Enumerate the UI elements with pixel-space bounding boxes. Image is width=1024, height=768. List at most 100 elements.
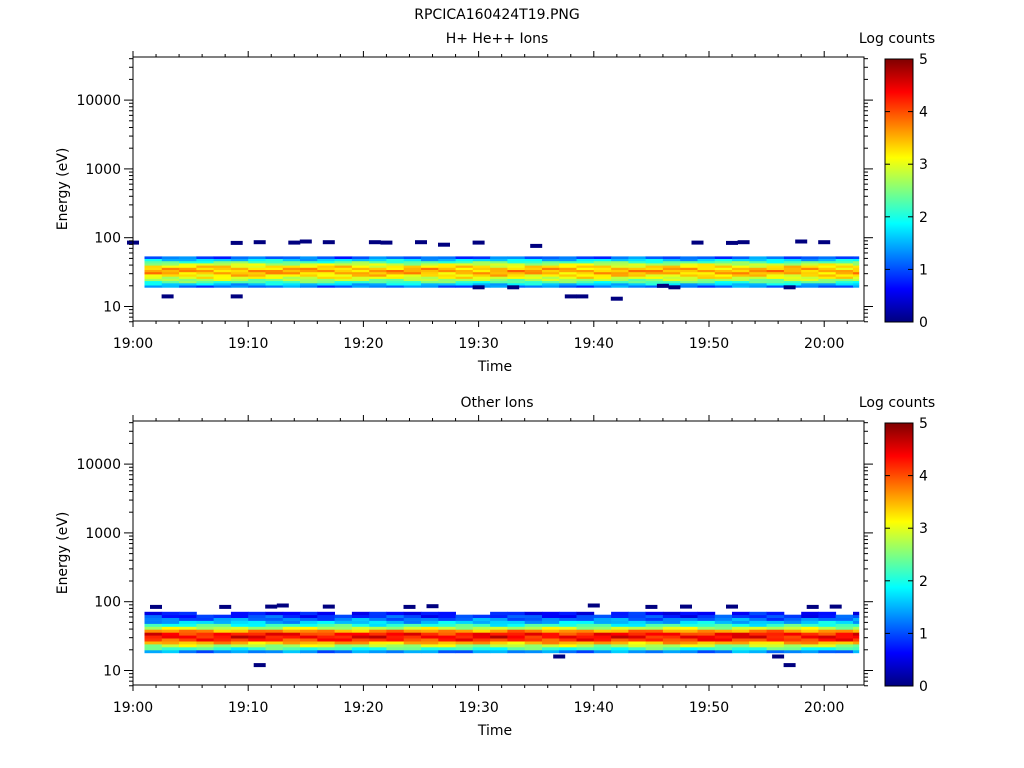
spectrogram-cell (351, 647, 370, 651)
spectrogram-cell (645, 617, 664, 621)
spectrogram-cell (351, 256, 370, 259)
spectrogram-cell (542, 649, 560, 654)
spectrogram-cell (317, 269, 335, 273)
spectrogram-cell (403, 280, 422, 284)
spectrogram-cell (248, 269, 266, 273)
spectrogram-cell (144, 647, 163, 651)
spectrogram-cell (438, 285, 456, 288)
spectrogram-cell (282, 641, 301, 645)
count-point (415, 240, 427, 245)
spectrogram-cell (455, 256, 474, 259)
spectrogram-cell (196, 641, 215, 645)
spectrogram-cell (662, 632, 681, 636)
spectrogram-cell (835, 280, 854, 284)
spectrogram-cell (818, 626, 837, 630)
spectrogram-cell (645, 623, 664, 627)
spectrogram-cell (507, 282, 526, 286)
spectrogram-cell (317, 260, 335, 264)
spectrogram-cell (680, 274, 698, 277)
spectrogram-cell (265, 626, 284, 630)
count-point (795, 239, 808, 244)
spectrogram-cell (853, 271, 860, 275)
spectrogram-cell (369, 638, 387, 642)
spectrogram-cell (282, 256, 301, 259)
spectrogram-cell (524, 623, 543, 627)
spectrogram-cell (611, 611, 629, 616)
spectrogram-cell (576, 256, 595, 259)
spectrogram-cell (144, 649, 163, 654)
spectrogram-cell (472, 278, 491, 282)
spectrogram-cell (662, 617, 681, 621)
spectrogram-cell (524, 647, 543, 651)
spectrogram-cell (524, 629, 543, 633)
spectrogram-cell (818, 623, 837, 627)
spectrogram-cell (490, 629, 508, 633)
spectrogram-cell (576, 267, 595, 270)
spectrogram-cell (351, 278, 370, 282)
spectrogram-cell (766, 274, 785, 277)
spectrogram-cell (144, 256, 163, 259)
spectrogram-cell (144, 626, 163, 630)
spectrogram-cell (403, 267, 422, 270)
spectrogram-cell (490, 644, 508, 648)
y-tick-label: 100 (94, 595, 121, 611)
spectrogram-cell (300, 280, 318, 284)
spectrogram-cell (714, 649, 733, 654)
spectrogram-cell (213, 260, 232, 264)
spectrogram-cell (835, 626, 854, 630)
spectrogram-cell (766, 644, 785, 648)
spectrogram-cell (576, 649, 595, 654)
spectrogram-cell (628, 638, 647, 642)
spectrogram-cell (801, 638, 819, 642)
y-tick-label: 1000 (85, 526, 121, 542)
spectrogram-cell (835, 263, 854, 266)
spectrogram-cell (213, 269, 232, 273)
spectrogram-cell (455, 638, 474, 642)
spectrogram-cell (490, 256, 508, 259)
spectrogram-cell (628, 626, 647, 630)
spectrogram-cell (611, 267, 629, 270)
spectrogram-cell (714, 632, 733, 636)
spectrogram-cell (403, 632, 422, 636)
spectrogram-cell (472, 649, 491, 654)
spectrogram-cell (524, 276, 543, 279)
spectrogram-cell (783, 620, 802, 624)
spectrogram-cell (576, 644, 595, 648)
spectrogram-cell (144, 276, 163, 279)
spectrogram-cell (161, 647, 180, 651)
spectrogram-cell (472, 263, 491, 266)
spectrogram-cell (144, 641, 163, 645)
spectrogram-cell (300, 267, 318, 270)
spectrogram-cell (818, 263, 837, 266)
spectrogram-cell (714, 620, 733, 624)
spectrogram-cell (161, 276, 180, 279)
spectrogram-cell (179, 271, 197, 275)
spectrogram-cell (161, 263, 180, 266)
spectrogram-cell (438, 260, 456, 264)
spectrogram-cell (680, 620, 698, 624)
spectrogram-cell (369, 260, 387, 264)
spectrogram-cell (507, 260, 526, 264)
spectrogram-cell (818, 617, 837, 621)
spectrogram-cell (438, 282, 456, 286)
spectrogram-cell (801, 620, 819, 624)
spectrogram-cell (490, 280, 508, 284)
spectrogram-cell (334, 620, 353, 624)
count-point (726, 604, 738, 609)
spectrogram-cell (645, 263, 664, 266)
spectrogram-cell (801, 644, 819, 648)
spectrogram-cell (317, 638, 335, 642)
spectrogram-cell (421, 629, 439, 633)
spectrogram-cell (818, 256, 837, 259)
spectrogram-cell (611, 629, 629, 633)
spectrogram-cell (783, 644, 802, 648)
spectrogram-cell (593, 629, 612, 633)
spectrogram-cell (835, 620, 854, 624)
spectrogram-cell (472, 644, 491, 648)
spectrogram-cell (230, 623, 249, 627)
spectrogram-cell (490, 271, 508, 275)
spectrogram-cell (334, 267, 353, 270)
spectrogram-cell (628, 620, 647, 624)
spectrogram-cell (559, 626, 577, 630)
spectrogram-cell (438, 647, 456, 651)
